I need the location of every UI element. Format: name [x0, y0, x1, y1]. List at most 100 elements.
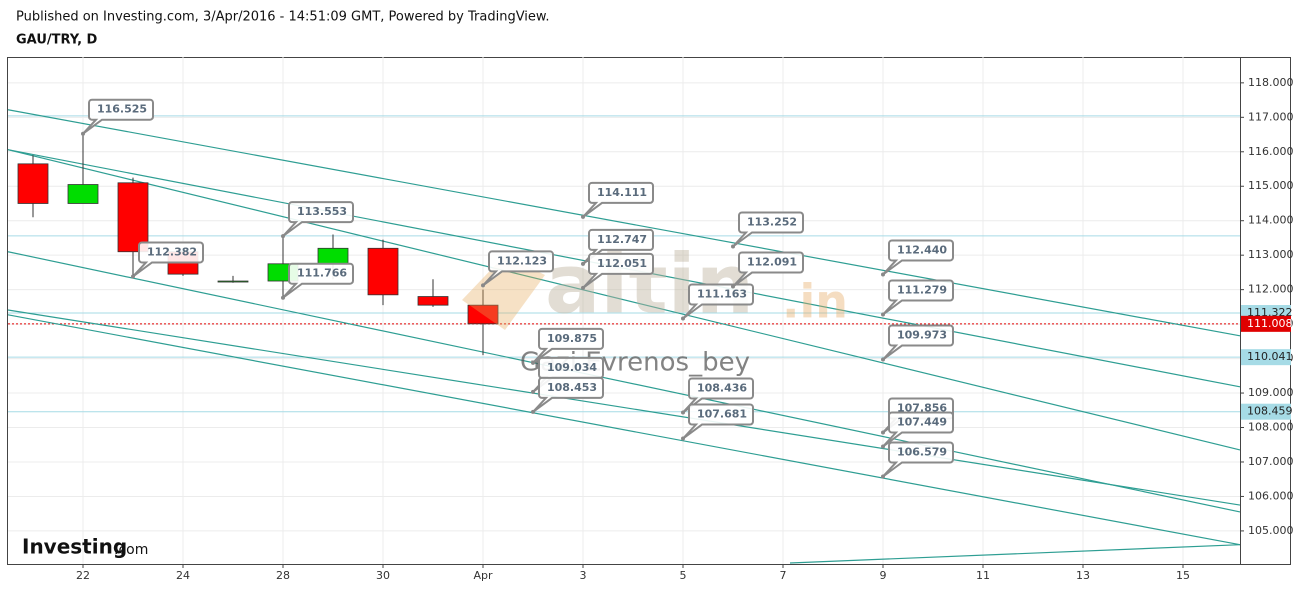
y-tick-label: 116.000 — [1248, 145, 1294, 158]
candle-body — [467, 304, 499, 325]
callout-point — [531, 389, 535, 394]
candle-body — [217, 280, 249, 283]
callout-label: 111.163 — [697, 287, 747, 300]
callout-box — [532, 327, 604, 364]
x-tick-label: 3 — [580, 569, 587, 582]
callout-label: 109.973 — [897, 329, 947, 342]
callout-point — [681, 316, 685, 321]
trend-line — [7, 109, 1241, 337]
y-tick-label: 107.000 — [1248, 455, 1294, 468]
price-label: 111.008 — [1247, 317, 1293, 330]
callout-label: 112.051 — [597, 257, 647, 270]
callout-box — [882, 411, 954, 448]
x-tick-label: 5 — [680, 569, 687, 582]
callout-box — [882, 239, 954, 276]
callout-label: 107.856 — [897, 401, 947, 414]
x-tick-label: Apr — [473, 569, 493, 582]
candle-body — [417, 296, 449, 306]
x-tick-label: 9 — [880, 569, 887, 582]
callout-point — [281, 234, 285, 239]
callout-point — [681, 410, 685, 415]
y-tick-label: 112.000 — [1248, 283, 1294, 296]
callout-label: 113.252 — [747, 215, 797, 228]
candle-body — [367, 247, 399, 296]
callout-point — [881, 272, 885, 277]
y-tick-label: 108.000 — [1248, 421, 1294, 434]
y-tick-label: 114.000 — [1248, 214, 1294, 227]
callout-label: 106.579 — [897, 445, 947, 458]
x-tick-label: 13 — [1076, 569, 1090, 582]
callout-label: 112.440 — [897, 243, 947, 256]
callout-point — [581, 285, 585, 290]
callout-point — [131, 274, 135, 279]
callout-box — [732, 251, 804, 288]
callout-point — [731, 244, 735, 249]
y-tick-label: 113.000 — [1248, 248, 1294, 261]
candle-body — [117, 182, 149, 253]
candle-body — [67, 184, 99, 204]
callout-label: 109.034 — [547, 361, 597, 374]
callout-point — [681, 436, 685, 441]
price-label-bg — [1241, 349, 1291, 366]
watermark-suffix: .in — [782, 275, 848, 329]
callout-label: 111.766 — [297, 267, 347, 280]
callout-box — [532, 376, 604, 413]
x-tick-label: 28 — [276, 569, 290, 582]
callout-label: 108.436 — [697, 381, 747, 394]
price-label: 108.459 — [1247, 405, 1293, 418]
callout-point — [881, 474, 885, 479]
callout-label: 114.111 — [597, 186, 647, 199]
y-tick-label: 118.000 — [1248, 76, 1294, 89]
callout-box — [882, 441, 954, 478]
x-tick-label: 7 — [780, 569, 787, 582]
price-label: 110.041 — [1247, 350, 1293, 363]
y-tick-label: 105.000 — [1248, 524, 1294, 537]
callout-box — [582, 181, 654, 218]
callout-point — [531, 409, 535, 414]
symbol-title: GAU/TRY, D — [16, 33, 98, 48]
callout-label: 112.382 — [147, 245, 197, 258]
trend-line — [789, 544, 1241, 564]
callout-label: 107.681 — [697, 408, 747, 421]
trend-line — [7, 149, 1241, 451]
callout-box — [82, 98, 154, 135]
callout-box — [682, 283, 754, 320]
trend-line — [7, 314, 1241, 546]
y-tick-label: 109.000 — [1248, 386, 1294, 399]
callout-point — [731, 284, 735, 289]
callout-label: 116.525 — [97, 103, 147, 116]
callout-box — [582, 252, 654, 289]
callout-label: 111.279 — [897, 283, 947, 296]
callout-point — [581, 214, 585, 219]
callout-box — [732, 211, 804, 248]
price-label-bg — [1241, 315, 1291, 332]
x-tick-label: 22 — [76, 569, 90, 582]
callout-point — [81, 131, 85, 136]
price-label-bg — [1241, 403, 1291, 420]
callout-box — [682, 403, 754, 440]
callout-box — [282, 262, 354, 299]
price-label: 111.322 — [1247, 306, 1293, 319]
callout-box — [282, 201, 354, 237]
x-tick-label: 15 — [1176, 569, 1190, 582]
callout-point — [881, 444, 885, 449]
callout-point — [881, 312, 885, 317]
watermark-icon — [462, 255, 545, 330]
candle-body — [317, 247, 349, 265]
trend-line — [7, 309, 1241, 506]
callout-label: 113.553 — [297, 205, 347, 218]
callout-box — [132, 241, 204, 278]
callout-label: 108.453 — [547, 381, 597, 394]
callout-point — [581, 261, 585, 266]
trend-line — [7, 251, 1241, 513]
callout-label: 112.123 — [497, 254, 547, 267]
y-tick-label: 117.000 — [1248, 110, 1294, 123]
plot-frame — [7, 57, 1291, 565]
logo-name: Investing — [22, 535, 127, 559]
x-tick-label: 11 — [976, 569, 990, 582]
callout-point — [881, 430, 885, 435]
callout-point — [881, 357, 885, 362]
y-tick-label: 106.000 — [1248, 489, 1294, 502]
